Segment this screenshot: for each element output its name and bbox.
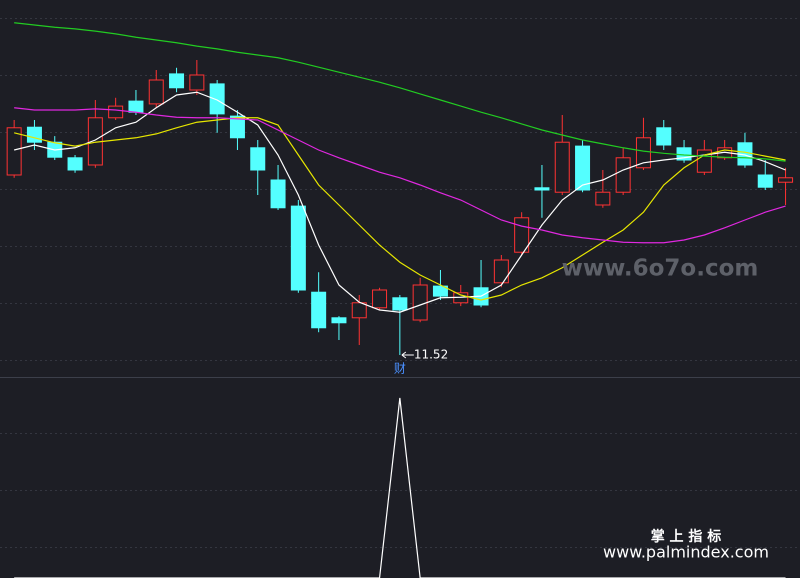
candle-body [169, 73, 185, 89]
indicator-line [14, 397, 786, 578]
candle-body [290, 205, 306, 291]
candle-body [392, 297, 408, 311]
candle-body [554, 141, 570, 193]
candle-body [757, 174, 773, 188]
candle-body [331, 317, 347, 324]
candle-body [412, 284, 428, 321]
candle-body [778, 177, 794, 183]
indicator-line [14, 91, 786, 313]
candle-body [615, 157, 631, 193]
candle-body [250, 147, 266, 171]
annotation-arrow [401, 351, 414, 359]
candle-body [493, 259, 509, 284]
annotation-marker: 财 [394, 362, 406, 376]
indicator-line [14, 22, 786, 162]
candle-body [148, 79, 164, 105]
indicator-line [14, 107, 786, 244]
watermark: 掌 上 指 标 [651, 528, 722, 545]
candle-body [432, 285, 448, 297]
candle-body [372, 289, 388, 309]
indicator-line [14, 117, 786, 301]
annotation-label: 11.52 [414, 348, 448, 362]
candle-body [108, 105, 124, 119]
candle-body [189, 74, 205, 91]
candle-body [209, 83, 225, 115]
candle-body [534, 187, 550, 191]
candle-body [67, 157, 83, 171]
candle-body [656, 127, 672, 146]
candle-body [26, 126, 42, 143]
candle-body [351, 302, 367, 319]
candle-body [6, 127, 22, 176]
plot-layer [6, 22, 794, 578]
candle-body [128, 100, 144, 113]
candle-body [311, 291, 327, 329]
watermark: www.palmindex.com [603, 543, 769, 562]
candle-body [575, 145, 591, 191]
candle-body [270, 179, 286, 209]
candle-body [595, 191, 611, 206]
candle-body [229, 115, 245, 139]
candle-body [635, 137, 651, 169]
watermark: www.6o7o.com [562, 256, 759, 282]
